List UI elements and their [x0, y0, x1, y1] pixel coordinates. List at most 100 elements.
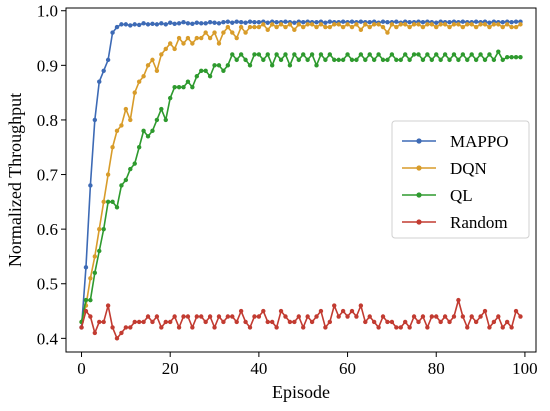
y-tick-label: 0.6 [37, 220, 58, 239]
data-point-mappo [185, 21, 191, 26]
data-point-mappo [199, 21, 204, 26]
data-point-ql [469, 52, 474, 57]
data-point-random [256, 314, 262, 319]
data-point-ql [234, 57, 239, 63]
data-point-mappo [181, 19, 186, 25]
series-ql [79, 49, 523, 325]
data-point-mappo [136, 22, 142, 28]
series-line-dqn [80, 23, 521, 323]
y-tick-label: 1.0 [37, 2, 58, 21]
data-point-dqn [181, 41, 186, 46]
data-point-random [345, 314, 350, 319]
data-point-mappo [407, 19, 412, 25]
data-point-dqn [429, 22, 435, 27]
data-point-random [518, 314, 523, 319]
data-point-random [212, 325, 217, 330]
data-point-mappo [460, 19, 466, 24]
data-point-mappo [358, 19, 364, 24]
data-point-random [225, 314, 231, 319]
data-point-mappo [132, 22, 137, 27]
data-point-dqn [221, 30, 226, 35]
data-point-random [221, 319, 226, 325]
data-point-mappo [238, 19, 244, 25]
data-point-ql [216, 63, 222, 68]
data-point-random [500, 325, 505, 330]
data-point-dqn [185, 35, 191, 41]
data-point-random [172, 314, 177, 319]
x-tick-label: 0 [77, 359, 86, 378]
data-point-mappo [145, 22, 151, 27]
data-point-random [185, 314, 191, 319]
data-point-random [234, 319, 239, 325]
data-point-random [79, 325, 84, 330]
data-point-mappo [128, 23, 133, 28]
data-point-dqn [238, 24, 244, 30]
y-tick-label: 0.5 [37, 275, 58, 294]
data-point-ql [402, 52, 408, 57]
data-point-dqn [349, 24, 355, 30]
data-point-ql [265, 52, 270, 57]
data-point-ql [305, 57, 310, 63]
data-point-ql [309, 52, 315, 57]
series-line-mappo [80, 20, 521, 328]
data-point-mappo [88, 183, 93, 188]
data-point-dqn [487, 24, 492, 30]
x-tick-label: 100 [512, 359, 538, 378]
data-point-dqn [509, 24, 514, 30]
data-point-ql [513, 54, 519, 60]
data-point-dqn [292, 27, 297, 33]
data-point-mappo [256, 19, 262, 25]
data-point-dqn [119, 123, 124, 128]
data-point-dqn [123, 106, 129, 112]
data-point-dqn [114, 128, 120, 134]
data-point-random [447, 319, 452, 325]
data-point-random [380, 314, 386, 319]
data-point-dqn [496, 22, 501, 27]
data-point-mappo [447, 19, 452, 25]
data-point-random [491, 319, 497, 325]
data-point-ql [434, 52, 439, 57]
data-point-dqn [465, 22, 470, 27]
data-point-dqn [154, 68, 160, 73]
data-point-ql [349, 57, 355, 63]
data-point-ql [438, 57, 443, 63]
data-point-dqn [225, 24, 231, 30]
x-tick-label: 20 [162, 359, 179, 378]
data-point-random [354, 314, 359, 319]
data-point-mappo [207, 19, 213, 25]
data-point-ql [221, 68, 226, 73]
data-point-ql [394, 57, 399, 63]
data-point-ql [429, 57, 435, 63]
data-point-mappo [194, 20, 200, 25]
data-point-ql [482, 57, 488, 63]
data-point-random [394, 325, 399, 330]
data-point-dqn [394, 24, 399, 30]
data-point-dqn [305, 22, 310, 27]
data-point-mappo [203, 21, 208, 26]
data-point-ql [473, 57, 479, 63]
data-point-random [283, 314, 288, 319]
data-point-ql [398, 57, 403, 63]
data-point-random [101, 319, 106, 325]
data-point-random [513, 308, 519, 314]
data-point-dqn [176, 35, 182, 41]
data-point-ql [150, 128, 155, 134]
data-point-random [349, 308, 355, 314]
data-point-random [105, 303, 111, 308]
data-point-dqn [216, 41, 222, 46]
data-point-dqn [247, 24, 253, 30]
data-point-ql [176, 84, 182, 90]
data-point-random [425, 325, 430, 330]
data-point-dqn [345, 22, 350, 27]
data-point-random [496, 314, 501, 319]
data-point-dqn [167, 41, 173, 46]
data-point-mappo [274, 19, 279, 25]
data-point-ql [283, 52, 288, 57]
data-point-dqn [336, 22, 341, 27]
y-tick-label: 0.4 [37, 329, 59, 348]
data-point-random [434, 314, 439, 319]
legend-label-mappo: MAPPO [450, 132, 509, 151]
data-point-ql [119, 183, 124, 188]
